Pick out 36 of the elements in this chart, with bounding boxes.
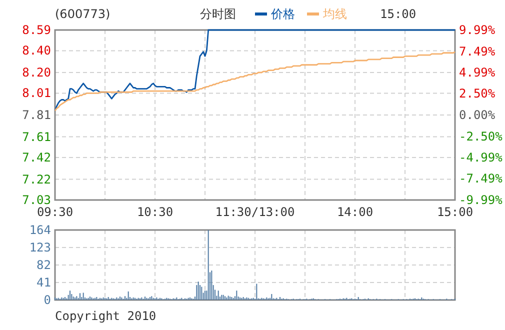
chart-subtitle: 分时图 [200, 7, 236, 21]
y-tick-label: 7.42 [22, 150, 51, 164]
y2-tick-label: 7.49% [459, 44, 496, 58]
x-tick-label: 09:30 [36, 205, 74, 219]
legend-label: 价格 [270, 7, 295, 21]
y-tick-label: 8.40 [22, 44, 51, 58]
y-tick-label: 164 [29, 223, 51, 237]
y2-tick-label: -2.50% [459, 129, 504, 144]
line-series [54, 29, 456, 112]
y-tick-label: 7.22 [22, 172, 51, 186]
y2-tick-label: -4.99% [459, 150, 504, 164]
text: Copyright 2010 [55, 309, 156, 323]
y-tick-label: 7.81 [22, 108, 51, 122]
y2-tick-label: 4.99% [459, 66, 496, 80]
y-tick-label: 8.01 [22, 86, 51, 100]
y-tick-label: 123 [29, 240, 51, 254]
y2-tick-label: 2.50% [459, 86, 496, 101]
y-tick-label: 7.03 [22, 193, 51, 207]
y-tick-label: 8.59 [22, 23, 51, 37]
y2-tick-label: -7.49% [459, 172, 504, 186]
y-tick-label: 0 [44, 293, 51, 307]
y-tick-label: 82 [36, 258, 51, 272]
y2-tick-label: -9.99% [459, 193, 504, 207]
x-tick-label: 10:30 [136, 205, 174, 219]
x-tick-label: 15:00 [436, 205, 474, 219]
x-tick-label: 14:00 [336, 205, 374, 219]
y2-tick-label: 9.99% [459, 23, 496, 37]
y-tick-label: 41 [36, 276, 51, 290]
chart-title: (600773) [55, 7, 110, 21]
text: 15:00 [380, 7, 416, 21]
y-tick-label: 7.61 [22, 130, 51, 144]
y-tick-label: 8.20 [22, 66, 51, 80]
legend-label: 均线 [322, 7, 347, 21]
y2-tick-label: 0.00% [459, 108, 496, 122]
x-tick-label: 11:30/13:00 [215, 205, 295, 219]
line-series [54, 51, 456, 112]
